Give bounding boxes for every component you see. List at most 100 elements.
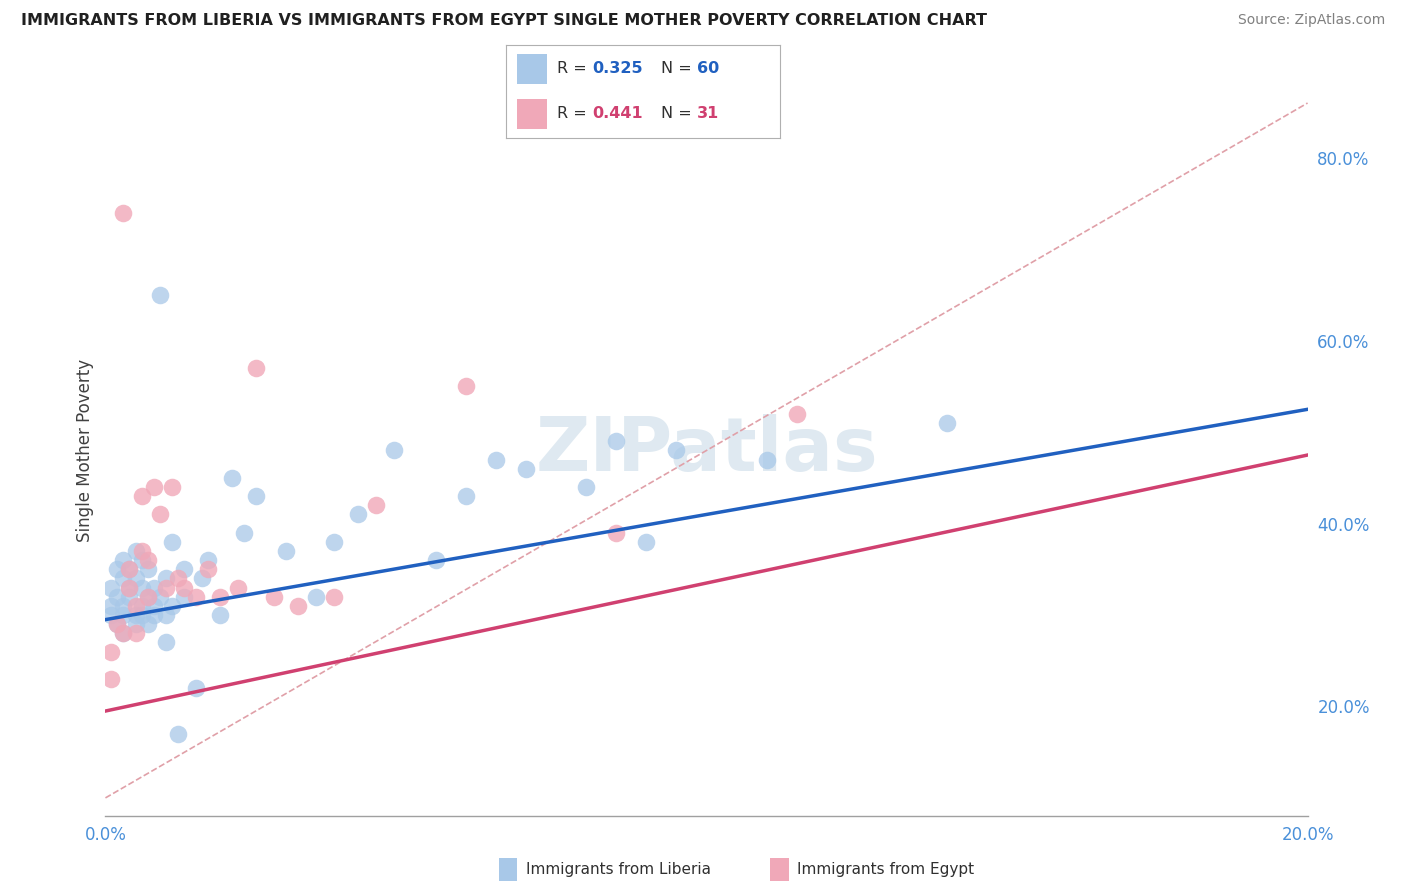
Point: [124, 599, 146, 613]
Point: [124, 626, 146, 640]
Point: [155, 635, 177, 649]
Point: [112, 626, 135, 640]
Point: [232, 525, 254, 540]
Y-axis label: Single Mother Poverty: Single Mother Poverty: [76, 359, 94, 542]
Point: [124, 544, 146, 558]
Point: [142, 608, 165, 623]
Point: [208, 590, 231, 604]
Text: N =: N =: [661, 106, 697, 121]
Point: [112, 572, 135, 586]
Point: [100, 581, 122, 595]
Point: [382, 443, 405, 458]
Point: [305, 590, 328, 604]
Point: [131, 581, 153, 595]
Text: IMMIGRANTS FROM LIBERIA VS IMMIGRANTS FROM EGYPT SINGLE MOTHER POVERTY CORRELATI: IMMIGRANTS FROM LIBERIA VS IMMIGRANTS FR…: [21, 13, 987, 29]
Point: [136, 617, 159, 632]
Point: [226, 581, 249, 595]
Text: 0.325: 0.325: [592, 62, 643, 77]
Point: [245, 361, 267, 376]
Point: [136, 590, 159, 604]
Point: [148, 288, 170, 302]
Point: [485, 452, 508, 467]
Point: [605, 525, 627, 540]
Text: ZIPatlas: ZIPatlas: [536, 414, 877, 487]
Point: [287, 599, 309, 613]
Point: [118, 562, 141, 576]
Point: [148, 508, 170, 522]
Point: [131, 553, 153, 567]
Point: [124, 572, 146, 586]
Point: [605, 434, 627, 449]
Point: [936, 416, 959, 430]
Point: [322, 535, 344, 549]
Point: [131, 489, 153, 503]
Point: [160, 535, 183, 549]
Text: Source: ZipAtlas.com: Source: ZipAtlas.com: [1237, 13, 1385, 28]
Point: [142, 581, 165, 595]
Point: [166, 727, 188, 741]
Text: R =: R =: [557, 106, 592, 121]
Point: [166, 572, 188, 586]
Point: [454, 379, 477, 393]
Point: [136, 562, 159, 576]
Point: [155, 608, 177, 623]
Point: [112, 626, 135, 640]
Text: R =: R =: [557, 62, 592, 77]
Point: [107, 590, 129, 604]
Point: [197, 553, 219, 567]
Point: [100, 672, 122, 686]
Point: [118, 581, 141, 595]
Point: [118, 590, 141, 604]
Point: [100, 608, 122, 623]
Point: [755, 452, 778, 467]
Point: [515, 462, 537, 476]
Point: [118, 562, 141, 576]
Text: N =: N =: [661, 62, 697, 77]
Point: [160, 480, 183, 494]
Point: [142, 480, 165, 494]
Text: 0.441: 0.441: [592, 106, 643, 121]
Point: [786, 407, 808, 421]
Point: [136, 553, 159, 567]
Point: [131, 544, 153, 558]
Text: 31: 31: [697, 106, 718, 121]
Point: [124, 617, 146, 632]
Point: [148, 590, 170, 604]
Point: [112, 608, 135, 623]
Point: [208, 608, 231, 623]
Bar: [517, 54, 547, 84]
Point: [636, 535, 658, 549]
Point: [131, 599, 153, 613]
Point: [112, 553, 135, 567]
Text: Immigrants from Liberia: Immigrants from Liberia: [526, 863, 711, 877]
Point: [575, 480, 598, 494]
Point: [425, 553, 447, 567]
Point: [131, 608, 153, 623]
Point: [173, 562, 195, 576]
Point: [190, 572, 212, 586]
Point: [197, 562, 219, 576]
Point: [184, 681, 207, 696]
Point: [112, 206, 135, 220]
Point: [347, 508, 370, 522]
Point: [160, 599, 183, 613]
Point: [245, 489, 267, 503]
Point: [173, 590, 195, 604]
Point: [107, 617, 129, 632]
Point: [100, 599, 122, 613]
Point: [107, 562, 129, 576]
Point: [665, 443, 688, 458]
Point: [107, 617, 129, 632]
Point: [155, 572, 177, 586]
Point: [454, 489, 477, 503]
Bar: [517, 99, 547, 129]
Point: [155, 581, 177, 595]
Point: [100, 644, 122, 658]
Point: [364, 499, 387, 513]
Text: Immigrants from Egypt: Immigrants from Egypt: [797, 863, 974, 877]
Point: [184, 590, 207, 604]
Point: [136, 590, 159, 604]
Point: [274, 544, 297, 558]
Point: [322, 590, 344, 604]
Point: [124, 608, 146, 623]
